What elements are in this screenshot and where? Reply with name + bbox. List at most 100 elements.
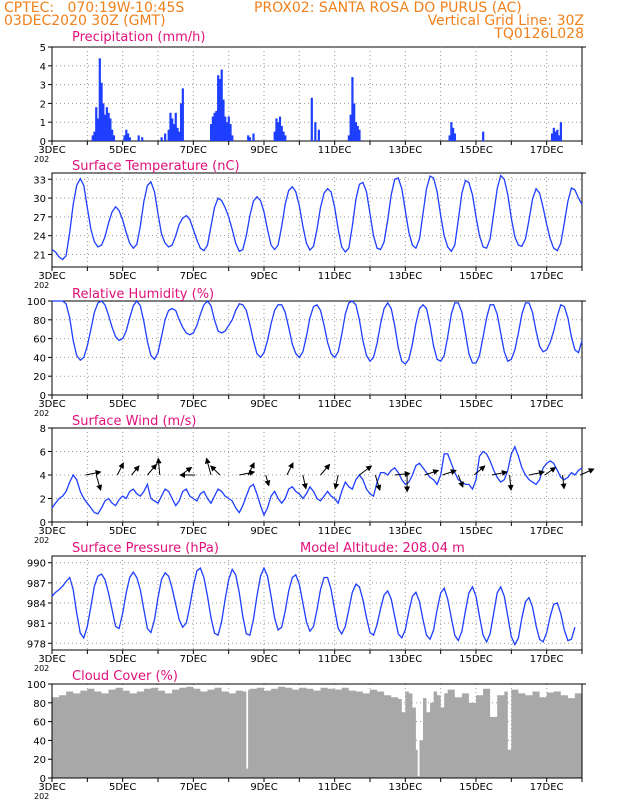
y-tick-label: 80 [33,699,46,710]
precip-bar [100,82,103,141]
x-tick-label: 5DEC [109,271,136,282]
precip-bar [93,131,96,141]
wind-arrow [374,474,382,491]
precip-bar [164,133,167,141]
panel-title: Cloud Cover (%) [72,669,178,684]
wind-arrow [359,465,373,476]
precip-bar [229,124,232,141]
precip-bar [181,88,184,141]
y-tick-label: 981 [27,619,46,630]
y-tick-label: 100 [27,680,46,691]
panel-humidity: 0 20 40 60 80 100 3DEC 5DEC 7DEC 9DEC 11DEC 13DEC 15… [27,287,586,418]
y-tick-label: 1 [40,118,46,129]
precip-bar [167,129,170,141]
precip-bar [224,116,227,141]
y-tick-label: 0 [40,518,46,529]
x-tick-label: 9DEC [250,526,277,537]
y-tick-label: 40 [33,736,46,747]
precip-bar [317,129,320,141]
precip-bar [178,131,181,141]
x-tick-label: 9DEC [250,782,277,793]
x-year-stub: 202 [34,281,49,290]
precip-bar [137,135,140,141]
precip-bar [248,137,252,141]
wind-arrow [473,465,486,476]
precip-bar [172,124,176,141]
x-tick-label: 13DEC [388,271,422,282]
y-tick-label: 21 [33,250,46,261]
y-tick-label: 987 [27,579,46,590]
x-tick-label: 13DEC [388,782,422,793]
x-tick-label: 17DEC [530,399,564,410]
x-tick-label: 7DEC [180,399,207,410]
wind-arrow [424,469,440,476]
y-tick-label: 5 [40,43,46,54]
precip-bar [176,127,179,141]
y-tick-label: 20 [33,372,46,383]
y-tick-label: 100 [27,297,46,308]
precip-bar [252,133,255,141]
wind-arrow [560,474,567,490]
y-tick-label: 984 [27,599,46,610]
x-tick-label: 13DEC [388,526,422,537]
wind-arrow [247,462,255,476]
x-tick-label: 7DEC [180,782,207,793]
precip-bar [554,131,557,141]
y-tick-label: 2 [40,99,46,110]
y-tick-label: 4 [40,62,46,73]
wind-arrow [155,457,162,476]
cloud-cover-area [52,686,582,778]
y-tick-label: 2 [40,495,46,506]
x-tick-label: 9DEC [250,145,277,156]
precip-bar [220,69,223,141]
precip-bar [552,127,555,141]
y-tick-label: 80 [33,316,46,327]
precip-bar [556,129,559,141]
wind-arrow [264,474,271,487]
precip-bar [314,122,317,141]
panel-wind: 0 2 4 6 8 3DEC 5DEC 7DEC 9DEC 11DEC 13DEC 15DEC 17DE… [34,414,595,545]
y-tick-label: 60 [33,718,46,729]
precip-bar [225,122,229,141]
precip-bar [284,135,287,141]
precip-bar [169,112,172,141]
precip-bar [450,122,453,141]
wind-arrow [320,463,331,476]
precip-bar [179,103,183,141]
wind-arrow [95,474,103,491]
x-tick-label: 5DEC [109,399,136,410]
x-tick-label: 15DEC [459,654,493,665]
y-tick-label: 60 [33,335,46,346]
precip-bar [96,118,100,141]
precip-bar [105,107,108,141]
panel-title: Surface Wind (m/s) [72,414,196,429]
wind-arrow [442,469,457,476]
x-tick-label: 13DEC [388,145,422,156]
precip-bar [247,135,250,141]
x-tick-label: 9DEC [250,271,277,282]
y-tick-label: 20 [33,755,46,766]
model-altitude-label: Model Altitude: 208.04 m [300,541,465,556]
precip-bar [278,116,282,141]
y-tick-label: 990 [27,559,46,570]
precip-bar [356,125,359,141]
x-tick-label: 11DEC [318,271,352,282]
header-model-id: TQ0126L028 [494,26,584,42]
precip-bar [358,129,361,141]
humidity-series-line [52,299,583,365]
precip-bar [128,137,131,141]
precip-bar [559,122,562,141]
precip-bar [347,135,350,141]
x-tick-label: 3DEC [38,782,65,793]
x-tick-label: 15DEC [459,271,493,282]
header-station-name: PROX02: SANTA ROSA DO PURUS (AC) [254,0,522,16]
precip-bar [280,125,283,141]
precip-bar [125,129,128,141]
x-tick-label: 13DEC [388,654,422,665]
x-tick-label: 11DEC [318,145,352,156]
x-tick-label: 15DEC [459,145,493,156]
x-tick-label: 7DEC [180,526,207,537]
x-tick-label: 17DEC [530,526,564,537]
precip-bar [141,137,144,141]
